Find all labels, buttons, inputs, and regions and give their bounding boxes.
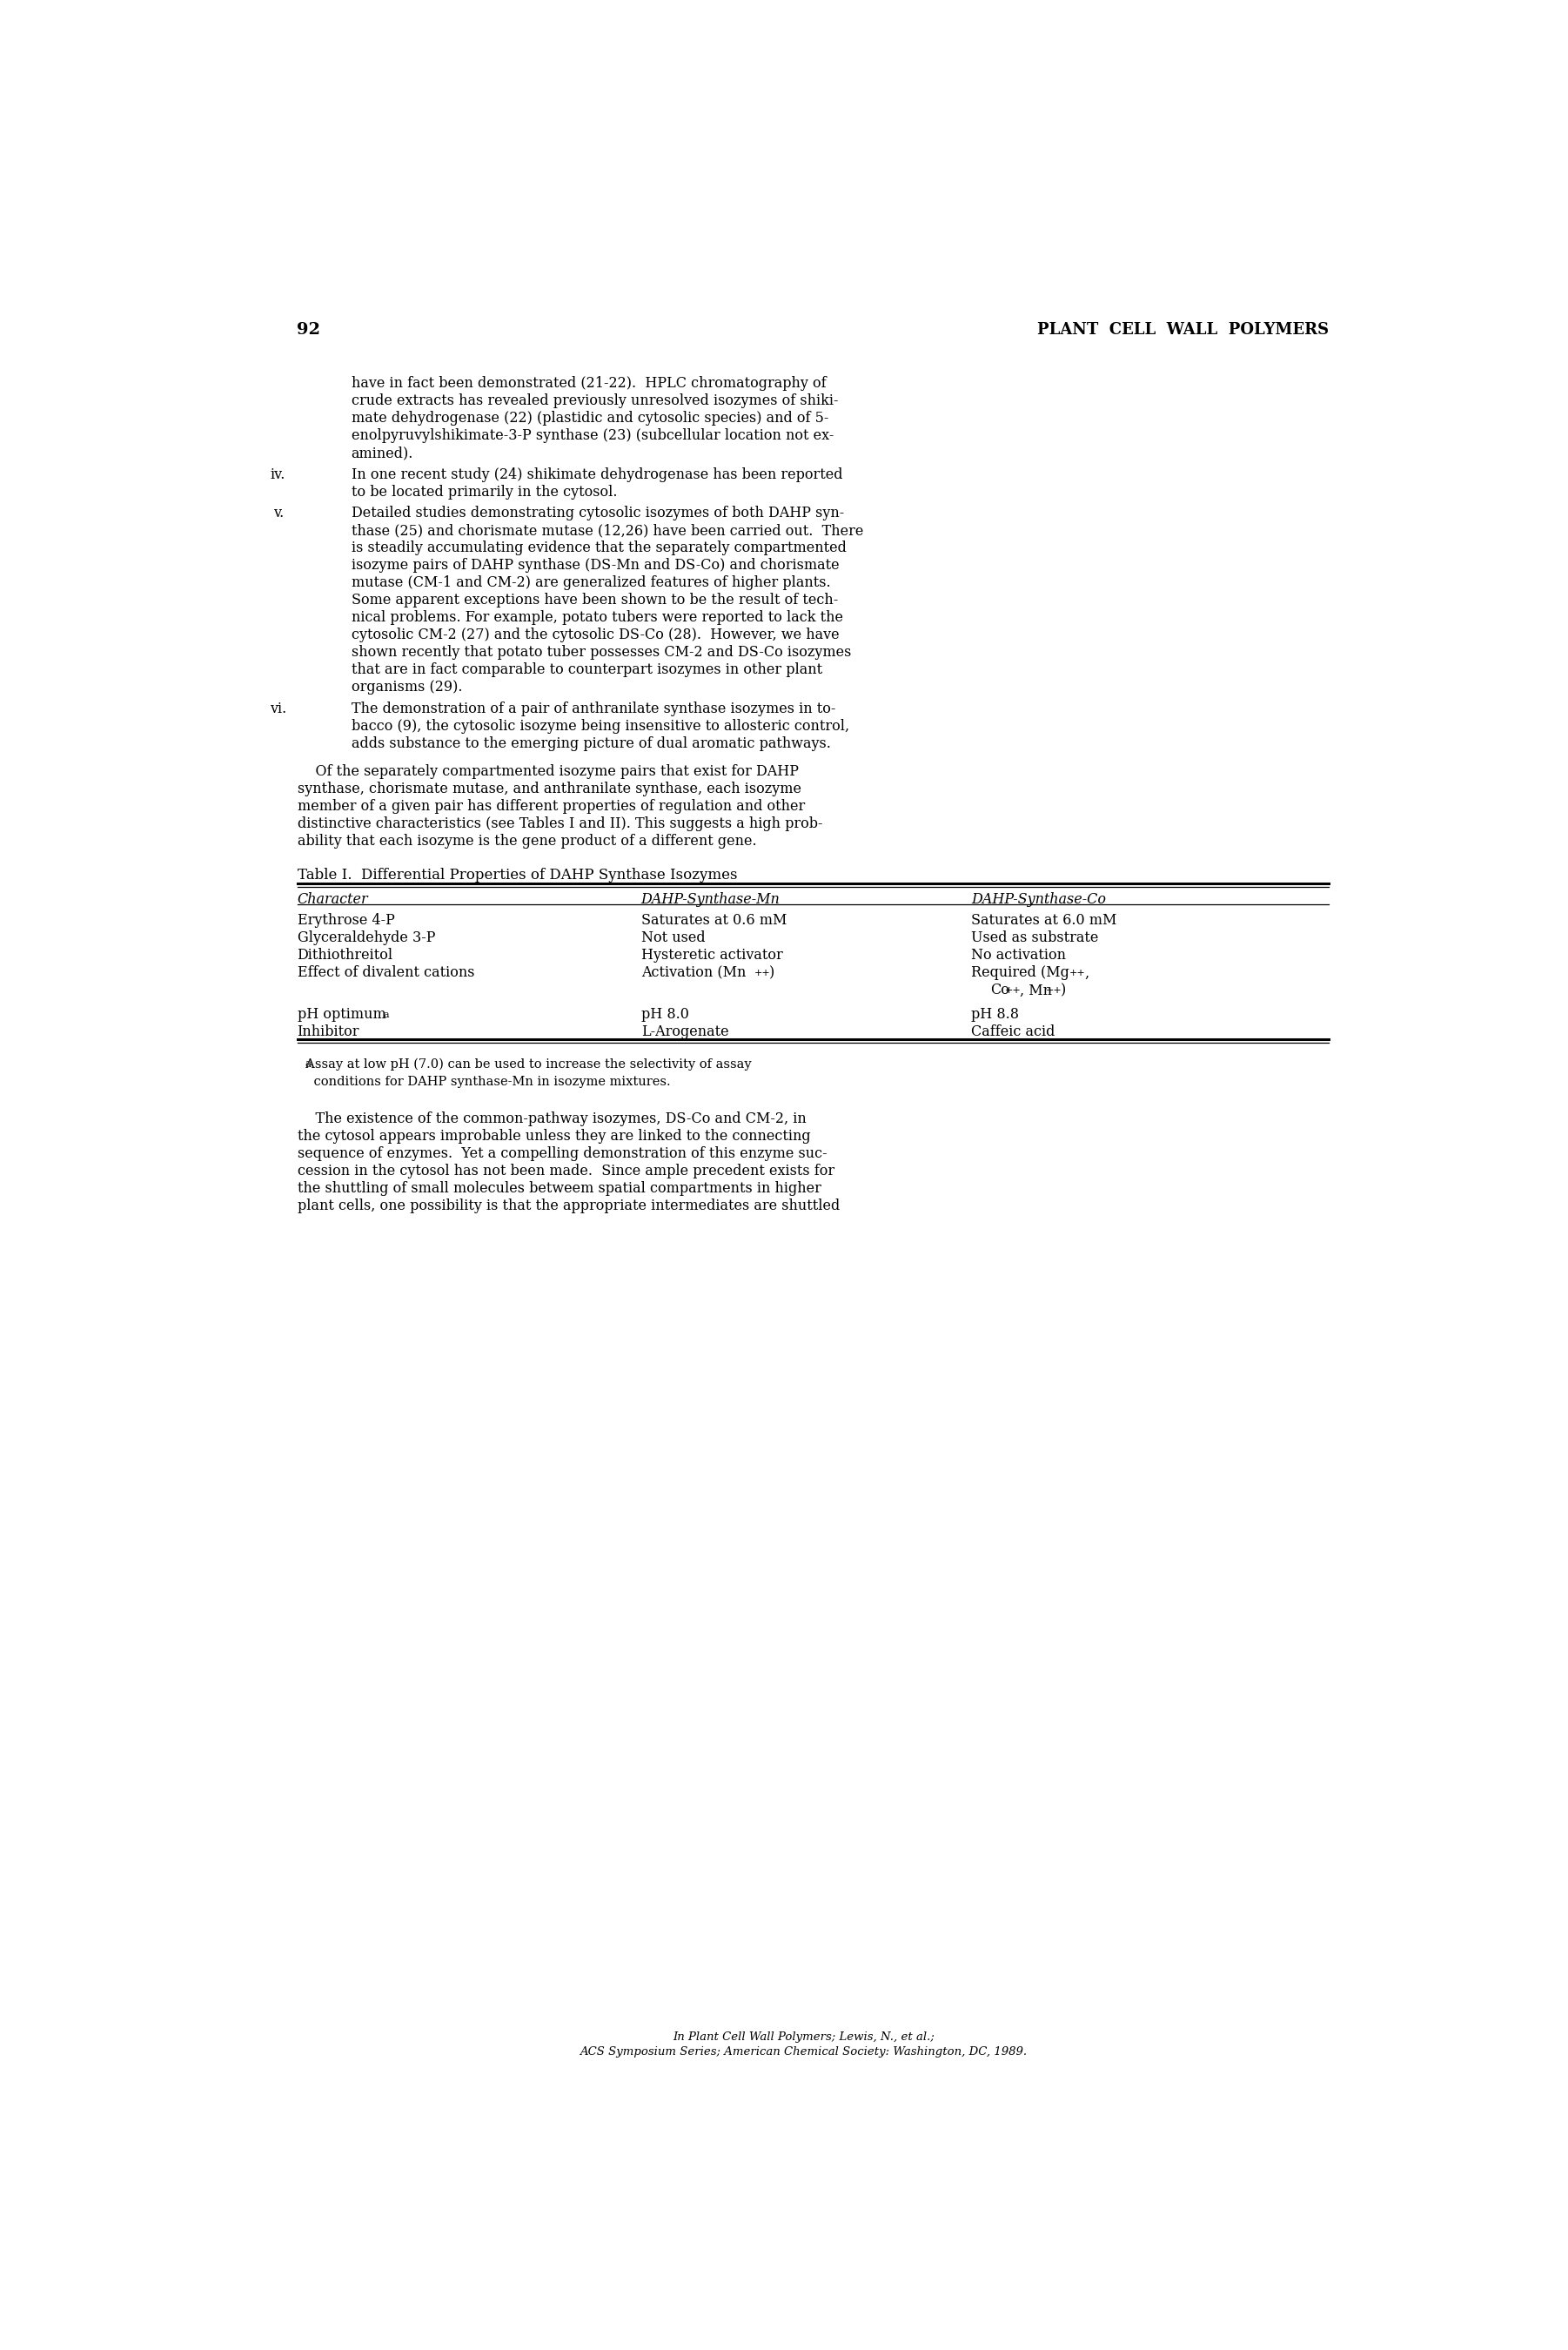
Text: member of a given pair has different properties of regulation and other: member of a given pair has different pro… xyxy=(298,799,804,813)
Text: vi.: vi. xyxy=(270,703,287,717)
Text: Of the separately compartmented isozyme pairs that exist for DAHP: Of the separately compartmented isozyme … xyxy=(298,764,798,780)
Text: iv.: iv. xyxy=(270,468,285,482)
Text: synthase, chorismate mutase, and anthranilate synthase, each isozyme: synthase, chorismate mutase, and anthran… xyxy=(298,783,801,797)
Text: have in fact been demonstrated (21-22).  HPLC chromatography of: have in fact been demonstrated (21-22). … xyxy=(351,376,826,390)
Text: cytosolic CM-2 (27) and the cytosolic DS-Co (28).  However, we have: cytosolic CM-2 (27) and the cytosolic DS… xyxy=(351,627,839,642)
Text: thase (25) and chorismate mutase (12,26) have been carried out.  There: thase (25) and chorismate mutase (12,26)… xyxy=(351,524,862,538)
Text: pH 8.0: pH 8.0 xyxy=(641,1008,688,1022)
Text: ability that each isozyme is the gene product of a different gene.: ability that each isozyme is the gene pr… xyxy=(298,834,756,848)
Text: Saturates at 6.0 mM: Saturates at 6.0 mM xyxy=(972,914,1116,928)
Text: Glyceraldehyde 3-P: Glyceraldehyde 3-P xyxy=(298,931,434,945)
Text: ++: ++ xyxy=(1005,987,1021,994)
Text: pH optimum: pH optimum xyxy=(298,1008,386,1022)
Text: Saturates at 0.6 mM: Saturates at 0.6 mM xyxy=(641,914,787,928)
Text: Erythrose 4-P: Erythrose 4-P xyxy=(298,914,395,928)
Text: bacco (9), the cytosolic isozyme being insensitive to allosteric control,: bacco (9), the cytosolic isozyme being i… xyxy=(351,719,848,733)
Text: distinctive characteristics (see Tables I and II). This suggests a high prob-: distinctive characteristics (see Tables … xyxy=(298,818,822,832)
Text: Inhibitor: Inhibitor xyxy=(298,1025,359,1039)
Text: plant cells, one possibility is that the appropriate intermediates are shuttled: plant cells, one possibility is that the… xyxy=(298,1198,839,1213)
Text: Hysteretic activator: Hysteretic activator xyxy=(641,947,782,964)
Text: that are in fact comparable to counterpart isozymes in other plant: that are in fact comparable to counterpa… xyxy=(351,663,822,677)
Text: Character: Character xyxy=(298,893,368,907)
Text: The existence of the common-pathway isozymes, DS-Co and CM-2, in: The existence of the common-pathway isoz… xyxy=(298,1112,806,1126)
Text: DAHP-Synthase-Co: DAHP-Synthase-Co xyxy=(972,893,1107,907)
Text: isozyme pairs of DAHP synthase (DS-Mn and DS-Co) and chorismate: isozyme pairs of DAHP synthase (DS-Mn an… xyxy=(351,557,839,573)
Text: nical problems. For example, potato tubers were reported to lack the: nical problems. For example, potato tube… xyxy=(351,611,842,625)
Text: the cytosol appears improbable unless they are linked to the connecting: the cytosol appears improbable unless th… xyxy=(298,1128,811,1144)
Text: Detailed studies demonstrating cytosolic isozymes of both DAHP syn-: Detailed studies demonstrating cytosolic… xyxy=(351,505,844,522)
Text: Caffeic acid: Caffeic acid xyxy=(972,1025,1055,1039)
Text: to be located primarily in the cytosol.: to be located primarily in the cytosol. xyxy=(351,484,616,498)
Text: adds substance to the emerging picture of dual aromatic pathways.: adds substance to the emerging picture o… xyxy=(351,736,831,752)
Text: conditions for DAHP synthase-Mn in isozyme mixtures.: conditions for DAHP synthase-Mn in isozy… xyxy=(298,1076,670,1088)
Text: No activation: No activation xyxy=(972,947,1066,964)
Text: ++: ++ xyxy=(754,968,771,978)
Text: Dithiothreitol: Dithiothreitol xyxy=(298,947,394,964)
Text: cession in the cytosol has not been made.  Since ample precedent exists for: cession in the cytosol has not been made… xyxy=(298,1163,834,1180)
Text: , Mn: , Mn xyxy=(1021,982,1052,999)
Text: ACS Symposium Series; American Chemical Society: Washington, DC, 1989.: ACS Symposium Series; American Chemical … xyxy=(580,2047,1027,2056)
Text: Some apparent exceptions have been shown to be the result of tech-: Some apparent exceptions have been shown… xyxy=(351,592,837,609)
Text: shown recently that potato tuber possesses CM-2 and DS-Co isozymes: shown recently that potato tuber possess… xyxy=(351,646,851,660)
Text: amined).: amined). xyxy=(351,446,414,461)
Text: Used as substrate: Used as substrate xyxy=(972,931,1099,945)
Text: In Plant Cell Wall Polymers; Lewis, N., et al.;: In Plant Cell Wall Polymers; Lewis, N., … xyxy=(673,2030,935,2042)
Text: enolpyruvylshikimate-3-P synthase (23) (subcellular location not ex-: enolpyruvylshikimate-3-P synthase (23) (… xyxy=(351,428,834,442)
Text: pH 8.8: pH 8.8 xyxy=(972,1008,1019,1022)
Text: ++: ++ xyxy=(1046,987,1062,994)
Text: Required (Mg: Required (Mg xyxy=(972,966,1069,980)
Text: DAHP-Synthase-Mn: DAHP-Synthase-Mn xyxy=(641,893,781,907)
Text: v.: v. xyxy=(273,505,284,522)
Text: PLANT  CELL  WALL  POLYMERS: PLANT CELL WALL POLYMERS xyxy=(1038,322,1330,338)
Text: The demonstration of a pair of anthranilate synthase isozymes in to-: The demonstration of a pair of anthranil… xyxy=(351,703,836,717)
Text: Effect of divalent cations: Effect of divalent cations xyxy=(298,966,474,980)
Text: sequence of enzymes.  Yet a compelling demonstration of this enzyme suc-: sequence of enzymes. Yet a compelling de… xyxy=(298,1147,826,1161)
Text: In one recent study (24) shikimate dehydrogenase has been reported: In one recent study (24) shikimate dehyd… xyxy=(351,468,842,482)
Text: L-Arogenate: L-Arogenate xyxy=(641,1025,729,1039)
Text: organisms (29).: organisms (29). xyxy=(351,679,463,696)
Text: Co: Co xyxy=(991,982,1010,999)
Text: Assay at low pH (7.0) can be used to increase the selectivity of assay: Assay at low pH (7.0) can be used to inc… xyxy=(298,1058,751,1072)
Text: mutase (CM-1 and CM-2) are generalized features of higher plants.: mutase (CM-1 and CM-2) are generalized f… xyxy=(351,576,829,590)
Text: ++: ++ xyxy=(1069,968,1085,978)
Text: crude extracts has revealed previously unresolved isozymes of shiki-: crude extracts has revealed previously u… xyxy=(351,392,837,409)
Text: Not used: Not used xyxy=(641,931,706,945)
Text: Table I.  Differential Properties of DAHP Synthase Isozymes: Table I. Differential Properties of DAHP… xyxy=(298,867,737,884)
Text: ): ) xyxy=(1060,982,1066,999)
Text: ): ) xyxy=(770,966,775,980)
Text: the shuttling of small molecules betweem spatial compartments in higher: the shuttling of small molecules betweem… xyxy=(298,1182,822,1196)
Text: a: a xyxy=(306,1058,312,1069)
Text: ,: , xyxy=(1083,966,1088,980)
Text: a: a xyxy=(384,1010,389,1020)
Text: 92: 92 xyxy=(298,322,320,338)
Text: Activation (Mn: Activation (Mn xyxy=(641,966,746,980)
Text: is steadily accumulating evidence that the separately compartmented: is steadily accumulating evidence that t… xyxy=(351,540,847,555)
Text: mate dehydrogenase (22) (plastidic and cytosolic species) and of 5-: mate dehydrogenase (22) (plastidic and c… xyxy=(351,411,828,425)
